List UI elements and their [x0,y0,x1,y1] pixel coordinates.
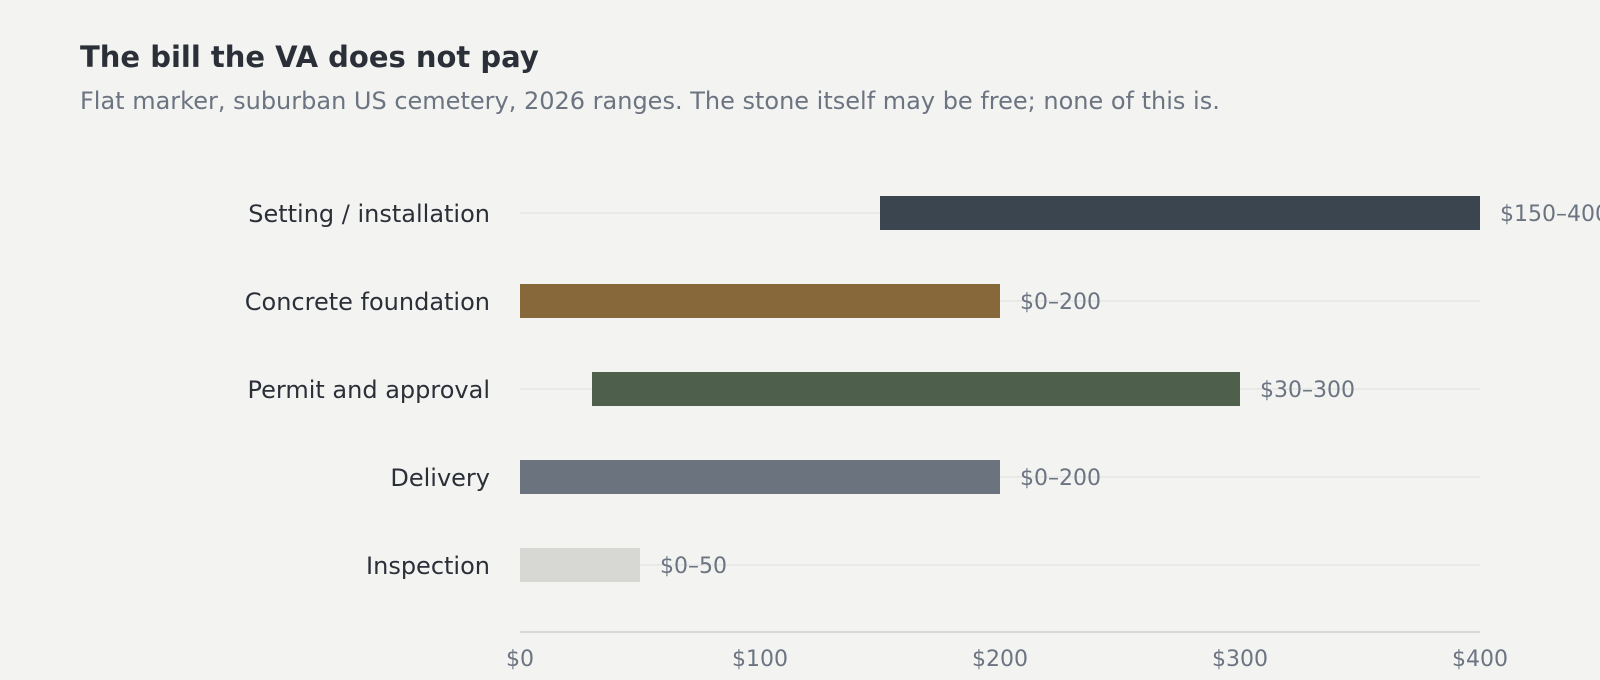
bar [592,372,1240,406]
x-axis: $0 $100 $200 $300 $400 [506,631,1508,672]
chart-title: The bill the VA does not pay [80,40,539,74]
value-label: $0–200 [1020,466,1101,491]
category-labels: Setting / installation Concrete foundatio… [245,200,490,580]
value-label: $0–50 [660,554,727,579]
bar [880,196,1480,230]
category-label: Concrete foundation [245,288,490,316]
category-label: Permit and approval [248,376,490,404]
x-tick-label: $0 [506,647,534,672]
value-label: $30–300 [1260,378,1355,403]
category-label: Delivery [390,464,490,492]
bar [520,548,640,582]
x-tick-label: $300 [1212,647,1268,672]
value-label: $0–200 [1020,290,1101,315]
chart-subtitle: Flat marker, suburban US cemetery, 2026 … [80,87,1220,115]
value-label: $150–400 [1500,202,1600,227]
x-tick-label: $400 [1452,647,1508,672]
bars [520,196,1480,582]
x-tick-label: $200 [972,647,1028,672]
bar [520,460,1000,494]
x-tick-label: $100 [732,647,788,672]
value-labels: $150–400 $0–200 $30–300 $0–200 $0–50 [660,202,1600,579]
category-label: Setting / installation [248,200,490,228]
category-label: Inspection [366,552,490,580]
bar [520,284,1000,318]
